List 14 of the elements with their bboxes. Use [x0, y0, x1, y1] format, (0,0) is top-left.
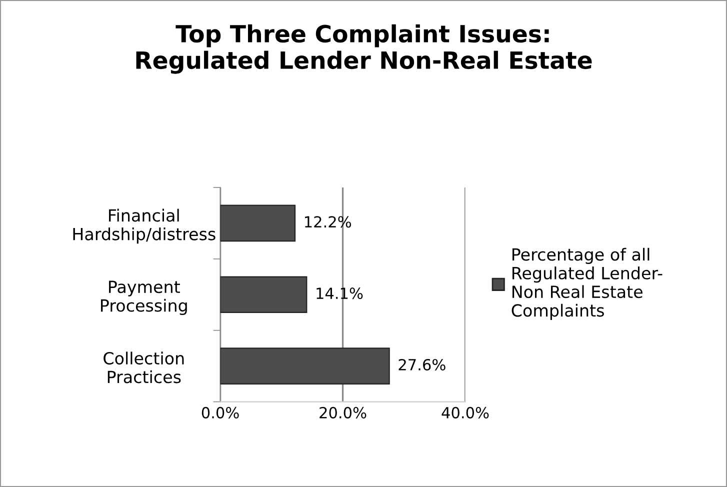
bar [220, 348, 390, 384]
chart-title: Top Three Complaint Issues: Regulated Lender Non-Real Estate [136, 24, 592, 74]
data-label: 12.2% [305, 216, 352, 228]
y-tick-label: Financial Hardship/distress [73, 208, 216, 244]
bar [220, 276, 308, 314]
x-tick-label: 40.0% [442, 406, 489, 418]
y-tick-label: Payment Processing [101, 280, 187, 316]
legend-label: Percentage of all Regulated Lender- Non Real Estate Complaints [512, 248, 662, 320]
y-tick-label: Collection Practices [104, 352, 184, 384]
data-label: 14.1% [316, 288, 363, 300]
bar [220, 204, 296, 242]
data-label: 27.6% [398, 358, 446, 370]
x-tick-label: 0.0% [202, 406, 239, 418]
x-tick-label: 20.0% [320, 406, 366, 418]
